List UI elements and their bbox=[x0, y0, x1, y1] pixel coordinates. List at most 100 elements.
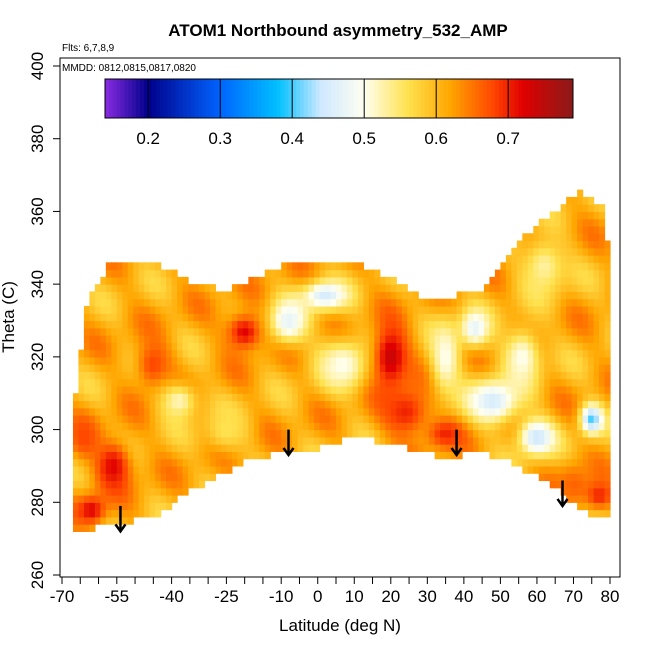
heatmap-cell bbox=[341, 291, 348, 300]
heatmap-cell bbox=[544, 291, 551, 300]
heatmap-cell bbox=[396, 284, 403, 293]
heatmap-cell bbox=[160, 327, 167, 336]
heatmap-cell bbox=[566, 276, 573, 285]
heatmap-cell bbox=[566, 480, 573, 489]
heatmap-cell bbox=[78, 436, 85, 445]
heatmap-cell bbox=[122, 436, 129, 445]
heatmap-cell bbox=[116, 262, 123, 271]
heatmap-cell bbox=[374, 291, 381, 300]
heatmap-cell bbox=[505, 422, 512, 431]
heatmap-cell bbox=[193, 364, 200, 372]
heatmap-cell bbox=[483, 378, 491, 387]
heatmap-cell bbox=[582, 313, 589, 322]
heatmap-cell bbox=[237, 335, 244, 343]
heatmap-cell bbox=[494, 451, 501, 460]
heatmap-cell bbox=[72, 495, 80, 503]
heatmap-cell bbox=[78, 378, 85, 387]
heatmap-cell bbox=[270, 444, 277, 452]
heatmap-cell bbox=[560, 429, 567, 438]
heatmap-cell bbox=[314, 429, 321, 438]
heatmap-cell bbox=[171, 349, 178, 358]
heatmap-cell bbox=[423, 407, 430, 416]
heatmap-cell bbox=[166, 313, 173, 322]
heatmap-cell bbox=[341, 320, 348, 329]
heatmap-cell bbox=[166, 487, 173, 496]
heatmap-cell bbox=[429, 444, 436, 452]
heatmap-cell bbox=[599, 444, 606, 452]
heatmap-cell bbox=[566, 444, 573, 452]
colorbar-swatch bbox=[206, 79, 211, 118]
heatmap-cell bbox=[571, 473, 578, 482]
heatmap-cell bbox=[434, 444, 441, 452]
heatmap-cell bbox=[522, 255, 529, 263]
heatmap-cell bbox=[374, 305, 381, 314]
heatmap-cell bbox=[401, 415, 408, 423]
heatmap-cell bbox=[122, 356, 129, 365]
heatmap-cell bbox=[199, 407, 206, 416]
heatmap-cell bbox=[538, 284, 545, 293]
heatmap-cell bbox=[122, 364, 129, 372]
heatmap-cell bbox=[368, 356, 375, 365]
heatmap-cell bbox=[396, 371, 403, 380]
heatmap-cell bbox=[100, 444, 107, 452]
heatmap-cell bbox=[193, 400, 200, 409]
heatmap-cell bbox=[83, 465, 90, 474]
colorbar-swatch bbox=[561, 79, 566, 118]
heatmap-cell bbox=[604, 495, 611, 503]
heatmap-cell bbox=[434, 371, 441, 380]
heatmap-cell bbox=[599, 305, 606, 314]
heatmap-cell bbox=[116, 327, 123, 336]
heatmap-cell bbox=[527, 255, 534, 263]
heatmap-cell bbox=[89, 356, 96, 365]
heatmap-cell bbox=[599, 465, 606, 474]
heatmap-cell bbox=[144, 422, 151, 431]
heatmap-cell bbox=[83, 407, 90, 416]
heatmap-cell bbox=[396, 400, 403, 409]
heatmap-cell bbox=[105, 327, 112, 336]
heatmap-cell bbox=[588, 480, 595, 489]
heatmap-cell bbox=[396, 364, 403, 372]
heatmap-cell bbox=[193, 298, 200, 307]
heatmap-cell bbox=[182, 393, 189, 402]
heatmap-cell bbox=[270, 291, 277, 300]
heatmap-cell bbox=[478, 385, 485, 394]
colorbar-swatch bbox=[307, 79, 313, 118]
heatmap-cell bbox=[423, 422, 430, 431]
heatmap-cell bbox=[308, 415, 315, 423]
heatmap-cell bbox=[330, 422, 337, 431]
heatmap-cell bbox=[303, 342, 310, 351]
heatmap-cell bbox=[94, 451, 101, 460]
heatmap-cell bbox=[577, 262, 584, 271]
heatmap-cell bbox=[352, 320, 359, 329]
heatmap-cell bbox=[127, 335, 134, 343]
x-tick-label: -40 bbox=[159, 587, 184, 606]
heatmap-cell bbox=[462, 371, 469, 380]
heatmap-cell bbox=[489, 400, 496, 409]
heatmap-cell bbox=[522, 342, 529, 351]
heatmap-cell bbox=[538, 342, 545, 351]
heatmap-cell bbox=[368, 407, 375, 416]
heatmap-cell bbox=[292, 393, 299, 402]
heatmap-cell bbox=[286, 327, 293, 336]
heatmap-cell bbox=[177, 371, 184, 380]
heatmap-cell bbox=[226, 415, 233, 423]
heatmap-cell bbox=[577, 415, 584, 423]
heatmap-cell bbox=[451, 407, 458, 416]
heatmap-cell bbox=[577, 211, 584, 220]
x-axis-label: Latitude (deg N) bbox=[279, 616, 401, 635]
heatmap-cell bbox=[314, 364, 321, 372]
heatmap-cell bbox=[182, 458, 189, 467]
heatmap-cell bbox=[456, 415, 463, 423]
heatmap-cell bbox=[275, 400, 282, 409]
heatmap-cell bbox=[544, 233, 551, 242]
heatmap-cell bbox=[281, 378, 288, 387]
heatmap-cell bbox=[401, 378, 408, 387]
heatmap-cell bbox=[122, 422, 129, 431]
heatmap-cell bbox=[166, 269, 173, 278]
heatmap-cell bbox=[571, 240, 578, 249]
heatmap-cell bbox=[533, 364, 540, 372]
heatmap-cell bbox=[144, 262, 151, 271]
down-arrow-icon bbox=[556, 480, 569, 509]
heatmap-cell bbox=[505, 335, 512, 343]
heatmap-cell bbox=[478, 378, 485, 387]
